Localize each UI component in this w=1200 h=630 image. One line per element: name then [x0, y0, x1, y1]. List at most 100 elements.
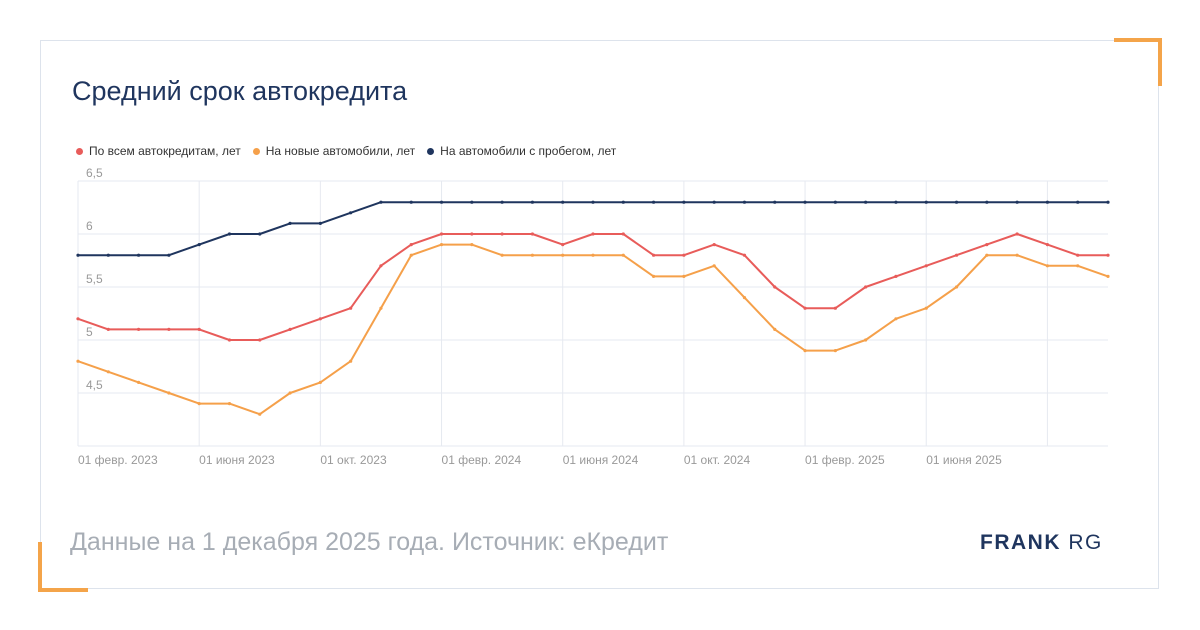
series-3-point — [227, 232, 232, 236]
series-1-point — [924, 264, 928, 268]
series-3-point — [136, 253, 141, 257]
y-tick-label: 6 — [86, 219, 93, 233]
corner-accent-bottom-left — [38, 542, 88, 592]
series-2-point — [803, 349, 807, 353]
series-1-point — [530, 232, 535, 236]
series-3-point — [197, 243, 201, 247]
series-1-point — [76, 317, 80, 321]
series-2-point — [1076, 264, 1080, 268]
series-3-point — [773, 200, 777, 204]
series-2-point — [409, 253, 413, 257]
series-2-point — [742, 296, 747, 300]
series-3-point — [894, 200, 898, 204]
series-2-point — [76, 359, 80, 363]
x-tick-label: 01 февр. 2025 — [805, 453, 885, 467]
legend-item-new: На новые автомобили, лет — [252, 144, 416, 158]
series-1-point — [227, 338, 232, 342]
series-1-point — [439, 232, 444, 236]
x-tick-label: 01 окт. 2024 — [684, 453, 751, 467]
x-tick-label: 01 февр. 2024 — [442, 453, 522, 467]
x-tick-label: 01 окт. 2023 — [320, 453, 387, 467]
chart-legend: По всем автокредитам, лет На новые автом… — [76, 144, 616, 158]
series-1-point — [773, 285, 777, 289]
series-3-point — [803, 200, 807, 204]
series-3-point — [682, 200, 686, 204]
y-tick-label: 4,5 — [86, 378, 103, 392]
series-2-point — [651, 274, 656, 278]
series-2-point — [167, 391, 171, 395]
series-3-point — [530, 200, 535, 204]
series-3-point — [985, 200, 989, 204]
series-2-point — [439, 243, 444, 247]
series-2-point — [106, 370, 110, 374]
series-1-point — [1045, 243, 1050, 247]
series-1-point — [985, 243, 989, 247]
series-1-point — [500, 232, 504, 236]
series-2-point — [561, 253, 565, 257]
legend-label-new: На новые автомобили, лет — [265, 144, 416, 158]
series-3-point — [651, 200, 656, 204]
source-note: Данные на 1 декабря 2025 года. Источник:… — [70, 528, 669, 556]
series-3-point — [500, 200, 504, 204]
series-2-point — [682, 274, 686, 278]
series-2-point — [258, 412, 262, 416]
series-3-point — [621, 200, 625, 204]
series-1-point — [258, 338, 262, 342]
x-tick-label: 01 февр. 2023 — [78, 453, 158, 467]
series-3-point — [318, 221, 322, 225]
series-3-point — [561, 200, 565, 204]
series-1-point — [803, 306, 807, 310]
series-2-point — [833, 349, 837, 353]
series-1-point — [318, 317, 322, 321]
series-2-point — [621, 253, 625, 257]
legend-label-used: На автомобили с пробегом, лет — [440, 144, 617, 158]
series-2-point — [712, 264, 716, 268]
series-2-point — [318, 380, 322, 384]
legend-item-all: По всем автокредитам, лет — [76, 144, 241, 158]
series-3-point — [833, 200, 837, 204]
series-1-point — [833, 306, 837, 310]
series-1-point — [864, 285, 868, 289]
series-3-point — [864, 200, 868, 204]
series-2-point — [985, 253, 989, 257]
series-2-point — [591, 253, 595, 257]
series-1-point — [682, 253, 686, 257]
series-1-point — [288, 327, 292, 331]
legend-dot-all — [76, 147, 83, 155]
series-2-point — [227, 402, 232, 406]
card-frame — [40, 40, 1159, 589]
series-3-point — [1045, 200, 1050, 204]
series-2-point — [773, 327, 777, 331]
series-1-point — [561, 243, 565, 247]
series-1-point — [1015, 232, 1019, 236]
y-tick-label: 5 — [86, 325, 93, 339]
series-1-point — [1076, 253, 1080, 257]
series-1-point — [651, 253, 656, 257]
y-tick-label: 5,5 — [86, 272, 103, 286]
series-3-point — [409, 200, 413, 204]
corner-accent-top-right — [1114, 38, 1162, 86]
series-1-point — [712, 243, 716, 247]
series-1-point — [379, 264, 383, 268]
series-3-point — [349, 211, 353, 215]
legend-label-all: По всем автокредитам, лет — [89, 144, 241, 158]
x-tick-label: 01 июня 2024 — [563, 453, 639, 467]
series-1-point — [106, 327, 110, 331]
series-3-point — [1106, 200, 1110, 204]
y-tick-label: 6,5 — [86, 166, 103, 180]
series-3-point — [954, 200, 959, 204]
series-1-point — [742, 253, 747, 257]
series-1-point — [409, 243, 413, 247]
series-2-point — [924, 306, 928, 310]
series-1-point — [591, 232, 595, 236]
series-1-point — [136, 327, 141, 331]
series-1-point — [197, 327, 201, 331]
series-3-point — [379, 200, 383, 204]
brand-logo: FRANK RG — [980, 531, 1103, 555]
series-1-point — [470, 232, 474, 236]
series-1-point — [167, 327, 171, 331]
series-2-point — [1015, 253, 1019, 257]
series-2-point — [349, 359, 353, 363]
series-2-point — [288, 391, 292, 395]
